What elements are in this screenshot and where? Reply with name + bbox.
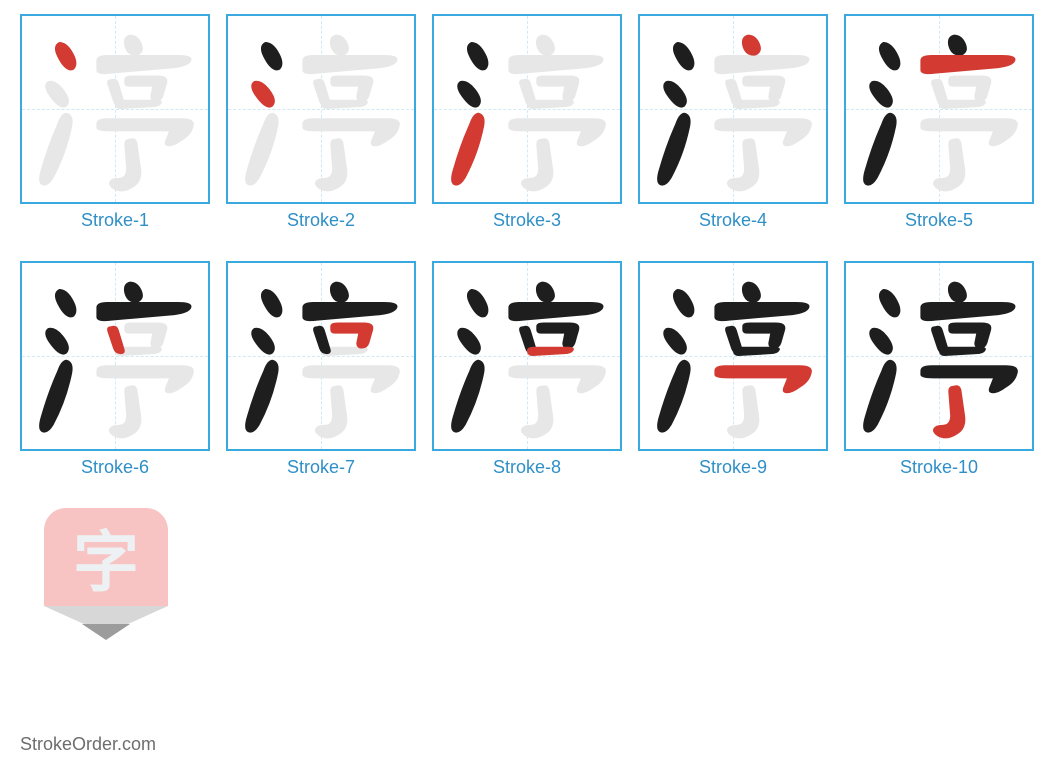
- stroke-cell: Stroke-6: [20, 261, 210, 478]
- character-svg: [22, 263, 208, 449]
- stroke-tile: [844, 14, 1034, 204]
- character-svg: [846, 263, 1032, 449]
- stroke-cell: Stroke-9: [638, 261, 828, 478]
- stroke-tile: [638, 14, 828, 204]
- stroke-cell: Stroke-7: [226, 261, 416, 478]
- stroke-tile: [844, 261, 1034, 451]
- stroke-tile: [638, 261, 828, 451]
- stroke-tile: [226, 14, 416, 204]
- stroke-caption: Stroke-9: [699, 457, 767, 478]
- stroke-cell: Stroke-3: [432, 14, 622, 231]
- logo-glyph: 字: [73, 509, 139, 605]
- stroke-grid: Stroke-1 Stroke-2 Stroke-3 Stroke-4 Stro…: [20, 14, 1036, 648]
- character-svg: [434, 16, 620, 202]
- character-svg: [228, 263, 414, 449]
- footer-credit: StrokeOrder.com: [20, 734, 156, 755]
- stroke-caption: Stroke-3: [493, 210, 561, 231]
- character-svg: [846, 16, 1032, 202]
- logo-cell: 字: [20, 508, 210, 648]
- character-svg: [640, 16, 826, 202]
- site-logo: 字: [44, 508, 168, 648]
- stroke-tile: [226, 261, 416, 451]
- stroke-caption: Stroke-1: [81, 210, 149, 231]
- stroke-tile: [20, 14, 210, 204]
- stroke-cell: Stroke-10: [844, 261, 1034, 478]
- stroke-tile: [432, 261, 622, 451]
- stroke-caption: Stroke-7: [287, 457, 355, 478]
- character-svg: [434, 263, 620, 449]
- stroke-cell: Stroke-5: [844, 14, 1034, 231]
- stroke-tile: [20, 261, 210, 451]
- character-svg: [640, 263, 826, 449]
- logo-pencil-tip-icon: [44, 606, 168, 644]
- stroke-caption: Stroke-8: [493, 457, 561, 478]
- stroke-caption: Stroke-2: [287, 210, 355, 231]
- stroke-caption: Stroke-4: [699, 210, 767, 231]
- stroke-caption: Stroke-6: [81, 457, 149, 478]
- stroke-caption: Stroke-10: [900, 457, 978, 478]
- character-svg: [228, 16, 414, 202]
- character-svg: [22, 16, 208, 202]
- logo-badge: 字: [44, 508, 168, 606]
- stroke-cell: Stroke-4: [638, 14, 828, 231]
- stroke-caption: Stroke-5: [905, 210, 973, 231]
- stroke-tile: [432, 14, 622, 204]
- stroke-cell: Stroke-8: [432, 261, 622, 478]
- stroke-cell: Stroke-1: [20, 14, 210, 231]
- stroke-cell: Stroke-2: [226, 14, 416, 231]
